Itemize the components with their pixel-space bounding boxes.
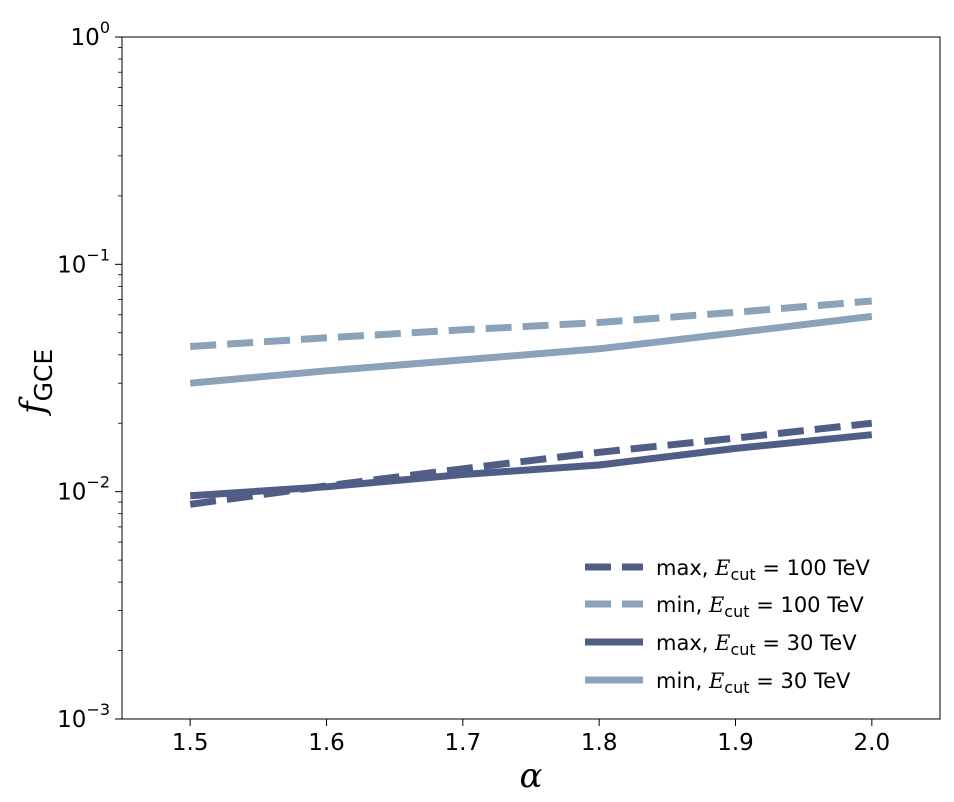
- x-tick-label: 2.0: [854, 730, 891, 756]
- series-layer: [189, 297, 873, 508]
- y-tick-label: 10−2: [57, 473, 110, 506]
- legend: max, Ecut = 100 TeV min, Ecut = 100 TeV ma…: [585, 556, 871, 697]
- legend-label-max30: max, Ecut = 30 TeV: [656, 631, 857, 659]
- x-tick-label: 1.5: [172, 730, 209, 756]
- series-line-min100: [189, 297, 873, 350]
- legend-label-min30: min, Ecut = 30 TeV: [656, 669, 851, 697]
- series-line-min30: [189, 312, 873, 387]
- plot-frame: [121, 36, 941, 720]
- y-tick-label: 10−3: [57, 700, 110, 733]
- x-axis-label: α: [520, 756, 543, 796]
- x-tick-label: 1.8: [581, 730, 618, 756]
- x-tick-label: 1.7: [445, 730, 482, 756]
- y-axis: 100 10−1 10−2 10−3: [57, 18, 122, 733]
- series-line-max100: [189, 419, 873, 508]
- x-tick-label: 1.6: [308, 730, 345, 756]
- y-axis-label-sub: GCE: [29, 349, 58, 402]
- legend-label-min100: min, Ecut = 100 TeV: [656, 593, 864, 621]
- legend-label-max100: max, Ecut = 100 TeV: [656, 556, 871, 584]
- x-tick-label: 1.9: [717, 730, 754, 756]
- x-axis: 1.5 1.6 1.7 1.8 1.9 2.0: [172, 719, 890, 756]
- y-tick-label: 10−1: [57, 245, 110, 278]
- y-tick-label: 100: [71, 18, 110, 51]
